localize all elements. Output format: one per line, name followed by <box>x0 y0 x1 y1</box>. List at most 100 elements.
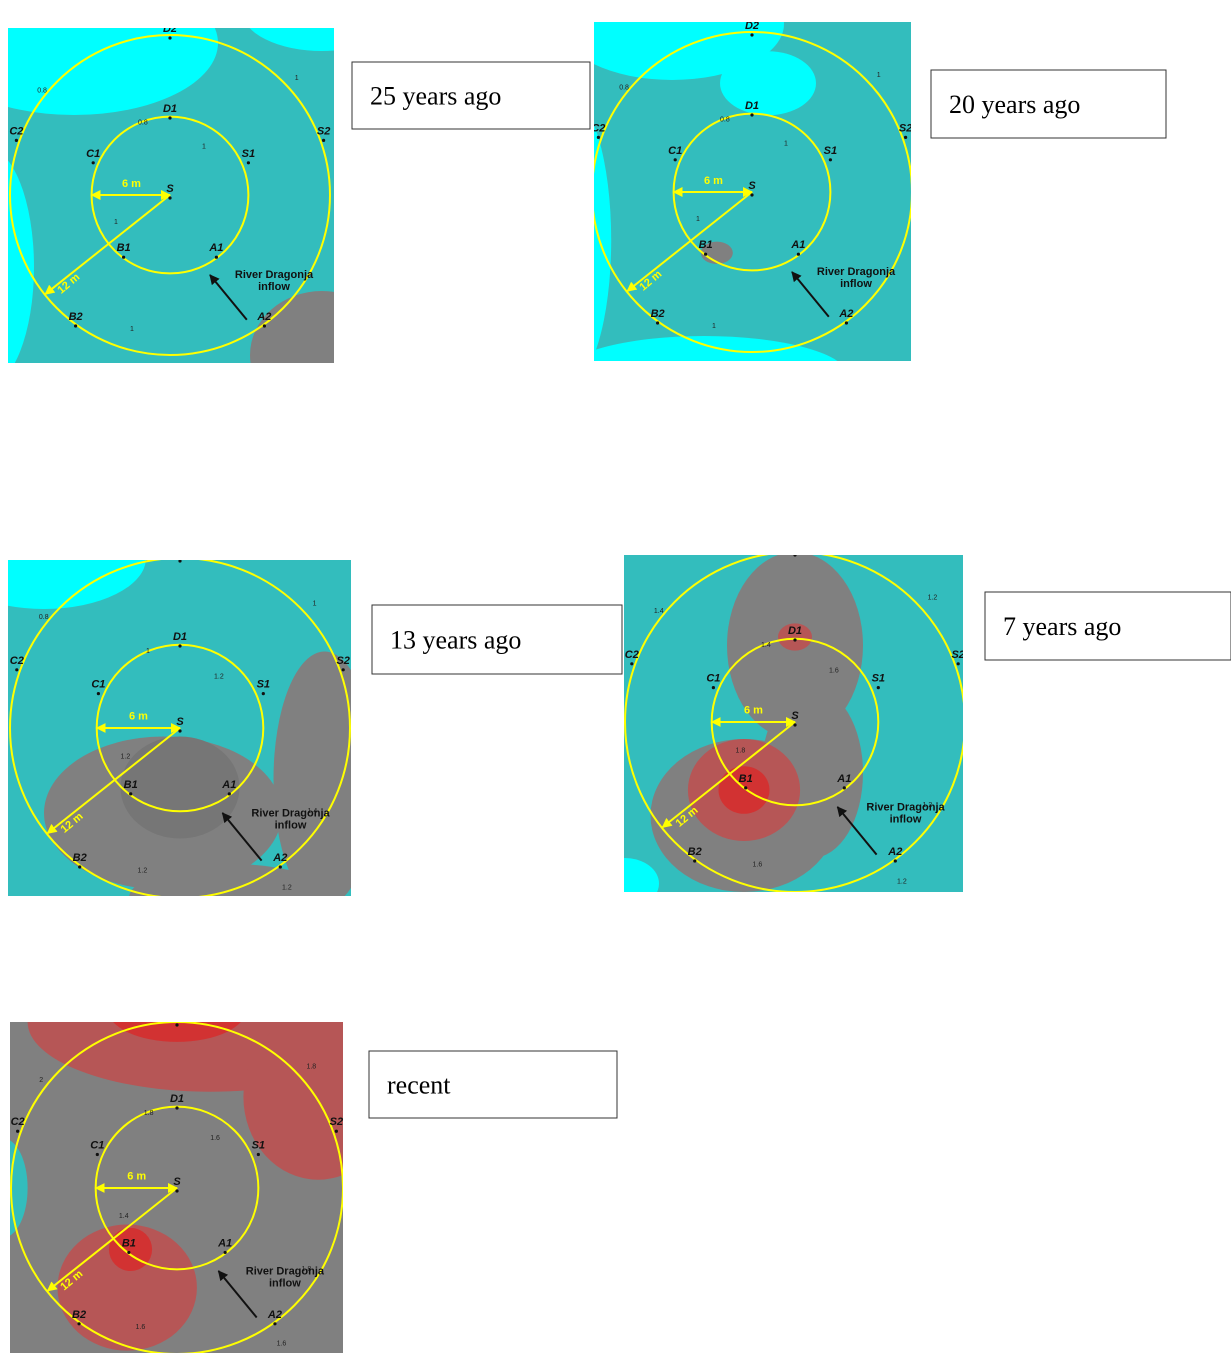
point-label: S1 <box>872 673 885 685</box>
point-label: A2 <box>256 311 271 323</box>
point-marker <box>178 729 182 733</box>
contour-label: 1.2 <box>214 674 224 681</box>
contour-map: 1.41.21.41.61.81.61.21.26 m12 m River Dra… <box>624 555 963 892</box>
contour-label: 0.8 <box>39 614 49 621</box>
point-label: S2 <box>330 1116 343 1128</box>
point-marker <box>122 255 126 259</box>
point-label: B2 <box>69 311 83 323</box>
point-marker <box>262 324 266 328</box>
contour-zone <box>594 336 838 361</box>
point-marker <box>793 723 797 727</box>
contour-label: 1 <box>877 72 881 79</box>
caption-box <box>930 69 1167 139</box>
point-marker <box>744 786 748 790</box>
point-marker <box>227 792 231 796</box>
point-label: S <box>166 183 174 195</box>
point-marker <box>16 1129 20 1133</box>
point-marker <box>828 158 833 162</box>
contour-zone <box>10 1140 28 1236</box>
radius-label-6m: 6 m <box>704 175 723 187</box>
point-label: S <box>173 1176 181 1188</box>
point-marker <box>168 36 172 40</box>
contour-label: 0.8 <box>619 85 629 92</box>
outer-circle <box>594 31 911 353</box>
contour-label: 1.6 <box>829 668 839 675</box>
point-marker <box>77 1322 81 1326</box>
point-label: B1 <box>122 1237 136 1249</box>
point-marker <box>261 692 265 696</box>
point-marker <box>341 668 345 672</box>
point-label: B2 <box>688 846 702 858</box>
point-label: S1 <box>242 148 255 160</box>
outer-circle <box>10 1022 343 1353</box>
point-label: S2 <box>336 655 349 667</box>
contour-label: 1.8 <box>306 1063 316 1070</box>
contour-zone <box>624 858 659 892</box>
point-marker <box>129 792 133 796</box>
outer-circle <box>9 560 351 896</box>
contour-label: 1.4 <box>654 608 664 615</box>
contour-zone <box>778 623 812 651</box>
caption: 7 years ago <box>1003 612 1121 641</box>
contour-label: 1.4 <box>119 1213 129 1220</box>
contour-zone <box>8 28 218 115</box>
point-label: A1 <box>221 779 236 791</box>
inflow-arrow <box>791 271 830 318</box>
contour-label: 0.8 <box>37 88 47 95</box>
contour-label: 1 <box>202 144 206 151</box>
point-marker <box>78 865 82 869</box>
contour-zone <box>720 51 816 116</box>
inflow-label: inflow <box>275 819 307 831</box>
point-marker <box>750 193 754 197</box>
caption-box <box>368 1050 618 1119</box>
point-label: C1 <box>91 679 105 691</box>
point-label: A2 <box>267 1309 282 1321</box>
contour-zone <box>113 1022 241 1042</box>
point-label: S <box>176 716 184 728</box>
point-marker <box>175 1189 179 1193</box>
point-marker <box>796 252 801 256</box>
inflow-label: River Dragonja <box>866 801 945 813</box>
point-marker <box>673 158 677 162</box>
point-marker <box>656 321 660 325</box>
radius-arrow-12m <box>44 194 171 295</box>
point-label: B2 <box>651 308 665 320</box>
map-panel: 21.81.81.61.41.61.81.66 m12 m River Drago… <box>10 1022 618 1353</box>
contour-label: 1 <box>114 219 118 226</box>
contour-label: 1.2 <box>923 802 933 809</box>
point-marker <box>96 692 100 696</box>
point-marker <box>214 255 218 259</box>
contour-zone <box>249 28 334 51</box>
point-marker <box>178 644 182 648</box>
point-label: C2 <box>10 655 24 667</box>
radius-arrow-12m <box>46 727 181 835</box>
point-label: S2 <box>899 122 912 134</box>
radius-label-6m: 6 m <box>122 178 141 190</box>
point-label: D1 <box>170 1093 184 1105</box>
point-label: A1 <box>217 1237 232 1249</box>
point-marker <box>168 196 172 200</box>
point-marker <box>322 138 326 142</box>
contour-label: 1.2 <box>282 885 292 892</box>
contour-label: 2 <box>39 1077 43 1084</box>
point-marker <box>273 1322 277 1326</box>
point-marker <box>630 662 634 666</box>
point-label: B1 <box>117 242 131 254</box>
point-marker <box>693 859 697 863</box>
point-marker <box>91 161 95 165</box>
point-marker <box>278 865 282 869</box>
point-marker <box>223 1250 227 1255</box>
contour-label: 1.8 <box>144 1110 154 1117</box>
contour-label: 1.4 <box>308 808 318 815</box>
radius-label-6m: 6 m <box>127 1171 146 1183</box>
point-marker <box>711 686 716 690</box>
caption: 20 years ago <box>949 90 1080 119</box>
point-label: B1 <box>699 239 713 251</box>
point-marker <box>750 113 754 117</box>
inflow-label: River Dragonja <box>817 266 896 278</box>
